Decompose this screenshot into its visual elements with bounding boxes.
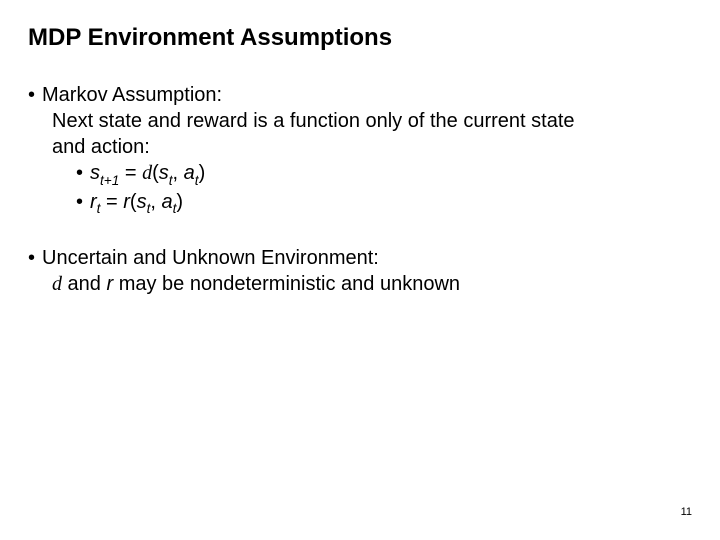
- bullet-uncertain: •Uncertain and Unknown Environment:: [28, 245, 688, 271]
- page-number: 11: [681, 506, 692, 518]
- markov-line1: Next state and reward is a function only…: [28, 108, 688, 134]
- eq2-lhs-base: r: [90, 191, 97, 213]
- uncertain-tail: may be nondeterministic and unknown: [113, 273, 460, 295]
- eq1-arg2-base: a: [184, 162, 195, 184]
- eq1-lhs-sub: t+1: [100, 173, 119, 188]
- bullet-dot-icon: •: [28, 82, 42, 108]
- bullet-dot-icon: •: [76, 189, 90, 215]
- eq1-arg1-sub: t: [169, 173, 173, 188]
- eq2-equals: =: [100, 191, 123, 213]
- bullet-dot-icon: •: [28, 245, 42, 271]
- eq2-fn: r: [123, 191, 130, 213]
- eq1-comma: ,: [173, 162, 184, 184]
- eq1-lhs-base: s: [90, 162, 100, 184]
- bullet-markov: •Markov Assumption:: [28, 82, 688, 108]
- spacer: [28, 217, 688, 245]
- uncertain-line: d and r may be nondeterministic and unkn…: [28, 271, 688, 297]
- eq2-lhs-sub: t: [97, 201, 101, 216]
- delta-icon: d: [52, 273, 62, 295]
- slide-title: MDP Environment Assumptions: [28, 24, 392, 52]
- eq2-open: (: [130, 191, 137, 213]
- delta-icon: d: [142, 162, 152, 184]
- slide-body: •Markov Assumption: Next state and rewar…: [28, 82, 688, 297]
- eq2-arg1-sub: t: [147, 201, 151, 216]
- eq1-arg1-base: s: [159, 162, 169, 184]
- uncertain-mid: and: [62, 273, 106, 295]
- eq2-arg2-sub: t: [173, 201, 177, 216]
- eq1-arg2-sub: t: [195, 173, 199, 188]
- bullet-dot-icon: •: [76, 160, 90, 186]
- eq2-close: ): [176, 191, 183, 213]
- equation-state: •st+1 = d(st, at): [28, 160, 688, 189]
- markov-heading: Markov Assumption:: [42, 84, 222, 106]
- markov-line2: and action:: [28, 134, 688, 160]
- eq2-arg1-base: s: [137, 191, 147, 213]
- equation-reward: •rt = r(st, at): [28, 189, 688, 218]
- eq2-comma: ,: [150, 191, 161, 213]
- slide: MDP Environment Assumptions •Markov Assu…: [0, 0, 720, 540]
- eq1-equals: =: [119, 162, 142, 184]
- eq2-arg2-base: a: [162, 191, 173, 213]
- eq1-close: ): [199, 162, 206, 184]
- uncertain-heading: Uncertain and Unknown Environment:: [42, 247, 379, 269]
- eq1-open: (: [152, 162, 159, 184]
